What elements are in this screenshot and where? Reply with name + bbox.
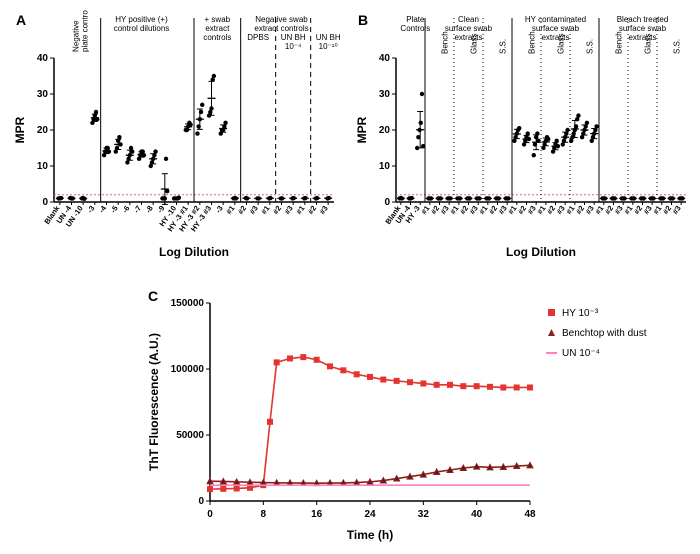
svg-text:#3: #3	[283, 204, 295, 216]
svg-text:-7: -7	[132, 204, 143, 215]
svg-text:HY contaminated: HY contaminated	[525, 15, 586, 24]
svg-text:+ swab: + swab	[205, 15, 231, 24]
svg-text:surface swab: surface swab	[445, 24, 493, 33]
svg-text:#1: #1	[259, 204, 271, 216]
svg-text:10: 10	[379, 161, 391, 172]
svg-text:MPR: MPR	[13, 116, 27, 143]
svg-text:40: 40	[471, 509, 483, 520]
svg-text:#2: #2	[271, 204, 283, 216]
svg-text:Bench: Bench	[527, 31, 536, 54]
svg-text:Glass: Glass	[643, 34, 652, 54]
svg-text:Controls: Controls	[400, 24, 430, 33]
svg-text:extract: extract	[205, 24, 230, 33]
svg-text:HY positive (+): HY positive (+)	[115, 15, 168, 24]
svg-text:-6: -6	[120, 204, 131, 215]
svg-text:Log Dilution: Log Dilution	[159, 245, 229, 259]
svg-text:48: 48	[524, 509, 536, 520]
svg-text:10⁻¹⁰: 10⁻¹⁰	[319, 42, 338, 51]
svg-text:30: 30	[379, 89, 391, 100]
svg-text:0: 0	[198, 496, 204, 507]
svg-text:#1: #1	[224, 204, 236, 216]
svg-text:HY 10⁻³: HY 10⁻³	[562, 308, 599, 319]
svg-text:10: 10	[37, 161, 49, 172]
svg-text:Negative swab: Negative swab	[255, 15, 308, 24]
svg-text:DPBS: DPBS	[247, 33, 269, 42]
svg-text:Glass: Glass	[556, 34, 565, 54]
svg-text:0: 0	[207, 509, 213, 520]
svg-text:#3: #3	[318, 204, 330, 216]
svg-text:surface swab: surface swab	[619, 24, 667, 33]
panel-b: 010203040PlateControlsCleansurface swabe…	[352, 10, 692, 260]
svg-text:#3: #3	[248, 204, 260, 216]
svg-text:MPR: MPR	[355, 116, 369, 143]
svg-text:#2: #2	[306, 204, 318, 216]
svg-text:#3: #3	[671, 204, 683, 216]
svg-text:-5: -5	[109, 204, 120, 215]
svg-text:-3: -3	[85, 204, 96, 215]
svg-text:Bleach treated: Bleach treated	[617, 15, 669, 24]
svg-text:20: 20	[37, 125, 49, 136]
svg-text:S.S.: S.S.	[672, 39, 681, 54]
svg-text:UN 10⁻⁴: UN 10⁻⁴	[562, 348, 600, 359]
svg-text:S.S.: S.S.	[498, 39, 507, 54]
panel-c: 0 50000 100000 150000 0 8 16 24 32 40 48 HY 10⁻³ Ben…	[140, 285, 700, 545]
svg-text:ThT Fluorescence (A.U.): ThT Fluorescence (A.U.)	[147, 333, 161, 471]
svg-text:control dilutions: control dilutions	[114, 24, 170, 33]
svg-text:0: 0	[384, 197, 390, 208]
svg-text:UN BH: UN BH	[316, 33, 340, 42]
svg-text:32: 32	[418, 509, 430, 520]
svg-text:Bench: Bench	[614, 31, 623, 54]
svg-text:S.S.: S.S.	[585, 39, 594, 54]
svg-text:-4: -4	[97, 203, 109, 214]
svg-text:150000: 150000	[171, 298, 205, 309]
svg-text:100000: 100000	[171, 364, 205, 375]
svg-text:-3: -3	[214, 204, 225, 215]
svg-text:Bench: Bench	[440, 31, 449, 54]
svg-text:controls: controls	[203, 33, 231, 42]
svg-text:10⁻⁴: 10⁻⁴	[285, 42, 302, 51]
svg-text:Benchtop with dust: Benchtop with dust	[562, 328, 647, 339]
svg-text:surface swab: surface swab	[532, 24, 580, 33]
svg-text:-8: -8	[144, 204, 155, 215]
svg-text:0: 0	[42, 197, 48, 208]
svg-text:50000: 50000	[176, 430, 204, 441]
svg-text:Glass: Glass	[469, 34, 478, 54]
svg-text:Negative: Negative	[72, 20, 81, 52]
svg-text:UN BH: UN BH	[281, 33, 306, 42]
svg-text:Log Dilution: Log Dilution	[506, 245, 576, 259]
svg-text:Time (h): Time (h)	[347, 528, 393, 542]
svg-text:24: 24	[364, 509, 376, 520]
svg-text:40: 40	[379, 53, 391, 64]
svg-text:8: 8	[261, 509, 267, 520]
svg-text:Plate: Plate	[406, 15, 425, 24]
svg-text:30: 30	[37, 89, 49, 100]
svg-text:#1: #1	[294, 204, 306, 216]
svg-text:plate controls: plate controls	[81, 10, 90, 52]
panel-a: 0 10 20 30 40 Negativeplate controls HY positi…	[10, 10, 340, 260]
svg-text:20: 20	[379, 125, 391, 136]
svg-text:Clean: Clean	[458, 15, 479, 24]
svg-text:#2: #2	[236, 204, 248, 216]
svg-text:16: 16	[311, 509, 323, 520]
svg-text:extract controls: extract controls	[254, 24, 308, 33]
svg-text:40: 40	[37, 53, 49, 64]
